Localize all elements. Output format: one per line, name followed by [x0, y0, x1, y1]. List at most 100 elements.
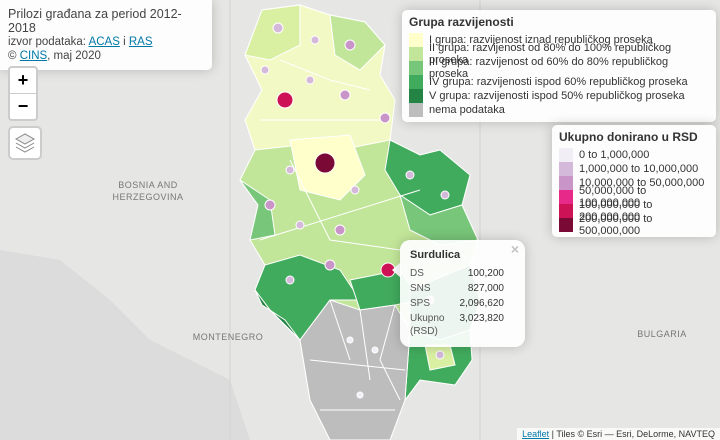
source-prefix: izvor podataka:: [8, 36, 86, 48]
info-copyright: © CINS, maj 2020: [8, 49, 204, 63]
source-link[interactable]: RAS: [128, 36, 153, 48]
legend-items: I grupa: razvijenost iznad republičkog p…: [409, 33, 709, 117]
place-label: BULGARIA: [637, 329, 687, 339]
donation-circle[interactable]: [346, 336, 354, 344]
donation-circle[interactable]: [324, 259, 336, 271]
legend-label: nema podataka: [429, 104, 505, 116]
legend-label: 0 to 1,000,000: [579, 149, 650, 161]
zoom-in[interactable]: +: [17, 70, 29, 90]
donation-circle[interactable]: [435, 350, 445, 360]
legend-label: 50,000,000 to 100,000,000: [579, 185, 647, 209]
legend-label: IV grupa: razvijenosti ispod 60% republi…: [429, 76, 688, 88]
legend-label: V grupa: razvijenosti ispod 50% republič…: [429, 90, 685, 102]
donation-legend: Ukupno donirano u RSD 0 to 1,000,000 1,00…: [552, 125, 716, 237]
development-legend: Grupa razvijenosti I grupa: razvijenost …: [402, 10, 716, 122]
legend-item: 200,000,000 to 500,000,000: [559, 213, 709, 237]
attribution-text: | Tiles © Esri — Esri, DeLorme, NAVTEQ: [551, 429, 715, 439]
donation-circle[interactable]: [264, 199, 276, 211]
donation-circle[interactable]: [285, 275, 295, 285]
popup: × Surdulica DS 100,200 SNS 827,000 SPS 2,096,…: [400, 240, 525, 347]
popup-key: DS: [410, 268, 424, 279]
popup-row: Ukupno (RSD) 3,023,820: [410, 311, 504, 339]
info-title: Prilozi građana za period 2012-2018: [8, 7, 182, 35]
legend-swatch: [409, 103, 423, 117]
layers-icon: [14, 133, 36, 153]
legend-label: 10,000,000 to 50,000,000: [579, 177, 705, 189]
donation-circle[interactable]: [350, 185, 360, 195]
layers-button[interactable]: [8, 126, 42, 160]
copyright-link[interactable]: CINS: [19, 50, 48, 62]
popup-row: SPS 2,096,620: [410, 296, 504, 311]
source-link[interactable]: ACAS: [88, 36, 120, 48]
attribution-link[interactable]: Leaflet: [522, 429, 550, 439]
donation-circle[interactable]: [305, 75, 315, 85]
legend-label: 100,000,000 to 200,000,000: [579, 199, 653, 223]
zoom-control: + −: [8, 66, 38, 121]
donation-circle[interactable]: [276, 91, 294, 109]
attribution: Leaflet | Tiles © Esri — Esri, DeLorme, …: [517, 428, 720, 440]
donation-circle[interactable]: [285, 165, 295, 175]
legend-item: III grupa: razvijenost od 60% do 80% rep…: [409, 56, 709, 80]
place-labels: BOSNIA AND HERZEGOVINA MONTENEGRO BULGARIA: [112, 180, 686, 342]
donation-circle[interactable]: [356, 391, 364, 399]
donation-circle[interactable]: [334, 224, 346, 236]
legend-swatch: [559, 190, 573, 204]
donation-circle[interactable]: [272, 22, 284, 34]
place-label: HERZEGOVINA: [112, 192, 183, 202]
popup-table: DS 100,200 SNS 827,000 SPS 2,096,620 Ukupno (R…: [410, 266, 504, 339]
legend-item: I grupa: razvijenost iznad republičkog p…: [409, 33, 709, 47]
municipality-border: [259, 59, 421, 251]
legend-label: II grupa: razvijenost od 80% do 100% rep…: [429, 42, 672, 66]
popup-key: SPS: [410, 298, 431, 309]
donation-circle[interactable]: [339, 89, 351, 101]
region[interactable]: [244, 4, 301, 61]
zoom-out[interactable]: −: [10, 93, 36, 119]
region-no-data[interactable]: [299, 299, 411, 440]
legend-title: Ukupno donirano u RSD: [559, 130, 698, 144]
legend-swatch: [409, 61, 423, 75]
popup-tip: [392, 262, 401, 278]
legend-swatch: [559, 218, 573, 232]
legend-title: Grupa razvijenosti: [409, 15, 514, 29]
region[interactable]: [254, 289, 301, 341]
place-label: BOSNIA AND: [118, 180, 178, 190]
serbia: [239, 4, 481, 440]
legend-item: 50,000,000 to 100,000,000: [559, 185, 709, 209]
donation-circle[interactable]: [405, 170, 415, 180]
legend-swatch: [559, 148, 573, 162]
copyright-sign: ©: [8, 50, 17, 62]
region[interactable]: [329, 14, 386, 71]
legend-label: 200,000,000 to 500,000,000: [579, 213, 653, 237]
popup-title: Surdulica: [410, 249, 461, 261]
popup-value: 100,200: [467, 268, 504, 279]
popup-value: 2,096,620: [459, 298, 505, 309]
sea: [0, 250, 250, 440]
legend-item: 100,000,000 to 200,000,000: [559, 199, 709, 223]
legend-item: 1,000,000 to 10,000,000: [559, 162, 709, 176]
legend-item: 0 to 1,000,000: [559, 148, 709, 162]
legend-items: 0 to 1,000,000 1,000,000 to 10,000,000 10,…: [559, 148, 709, 237]
legend-item: II grupa: razvijenost od 80% do 100% rep…: [409, 42, 709, 66]
legend-item: V grupa: razvijenosti ispod 50% republič…: [409, 89, 709, 103]
donation-circle[interactable]: [379, 112, 391, 124]
donation-circle[interactable]: [344, 39, 356, 51]
legend-swatch: [559, 204, 573, 218]
popup-key: Ukupno (RSD): [410, 313, 445, 337]
legend-label: 1,000,000 to 10,000,000: [579, 163, 699, 175]
donation-circle[interactable]: [295, 220, 305, 230]
legend-swatch: [409, 89, 423, 103]
donation-circle[interactable]: [310, 35, 320, 45]
popup-value: 827,000: [467, 283, 504, 294]
donation-circle[interactable]: [260, 65, 270, 75]
legend-swatch: [409, 75, 423, 89]
donation-circle[interactable]: [314, 152, 336, 174]
info-date: , maj 2020: [47, 50, 101, 62]
popup-close[interactable]: ×: [510, 241, 519, 257]
region[interactable]: [239, 179, 276, 241]
donation-circle[interactable]: [440, 190, 450, 200]
legend-label: I grupa: razvijenost iznad republičkog p…: [429, 34, 653, 46]
legend-swatch: [409, 47, 423, 61]
legend-item: IV grupa: razvijenosti ispod 60% republi…: [409, 75, 709, 89]
donation-circle[interactable]: [371, 346, 379, 354]
info-source: izvor podataka: ACAS i RAS: [8, 35, 204, 49]
